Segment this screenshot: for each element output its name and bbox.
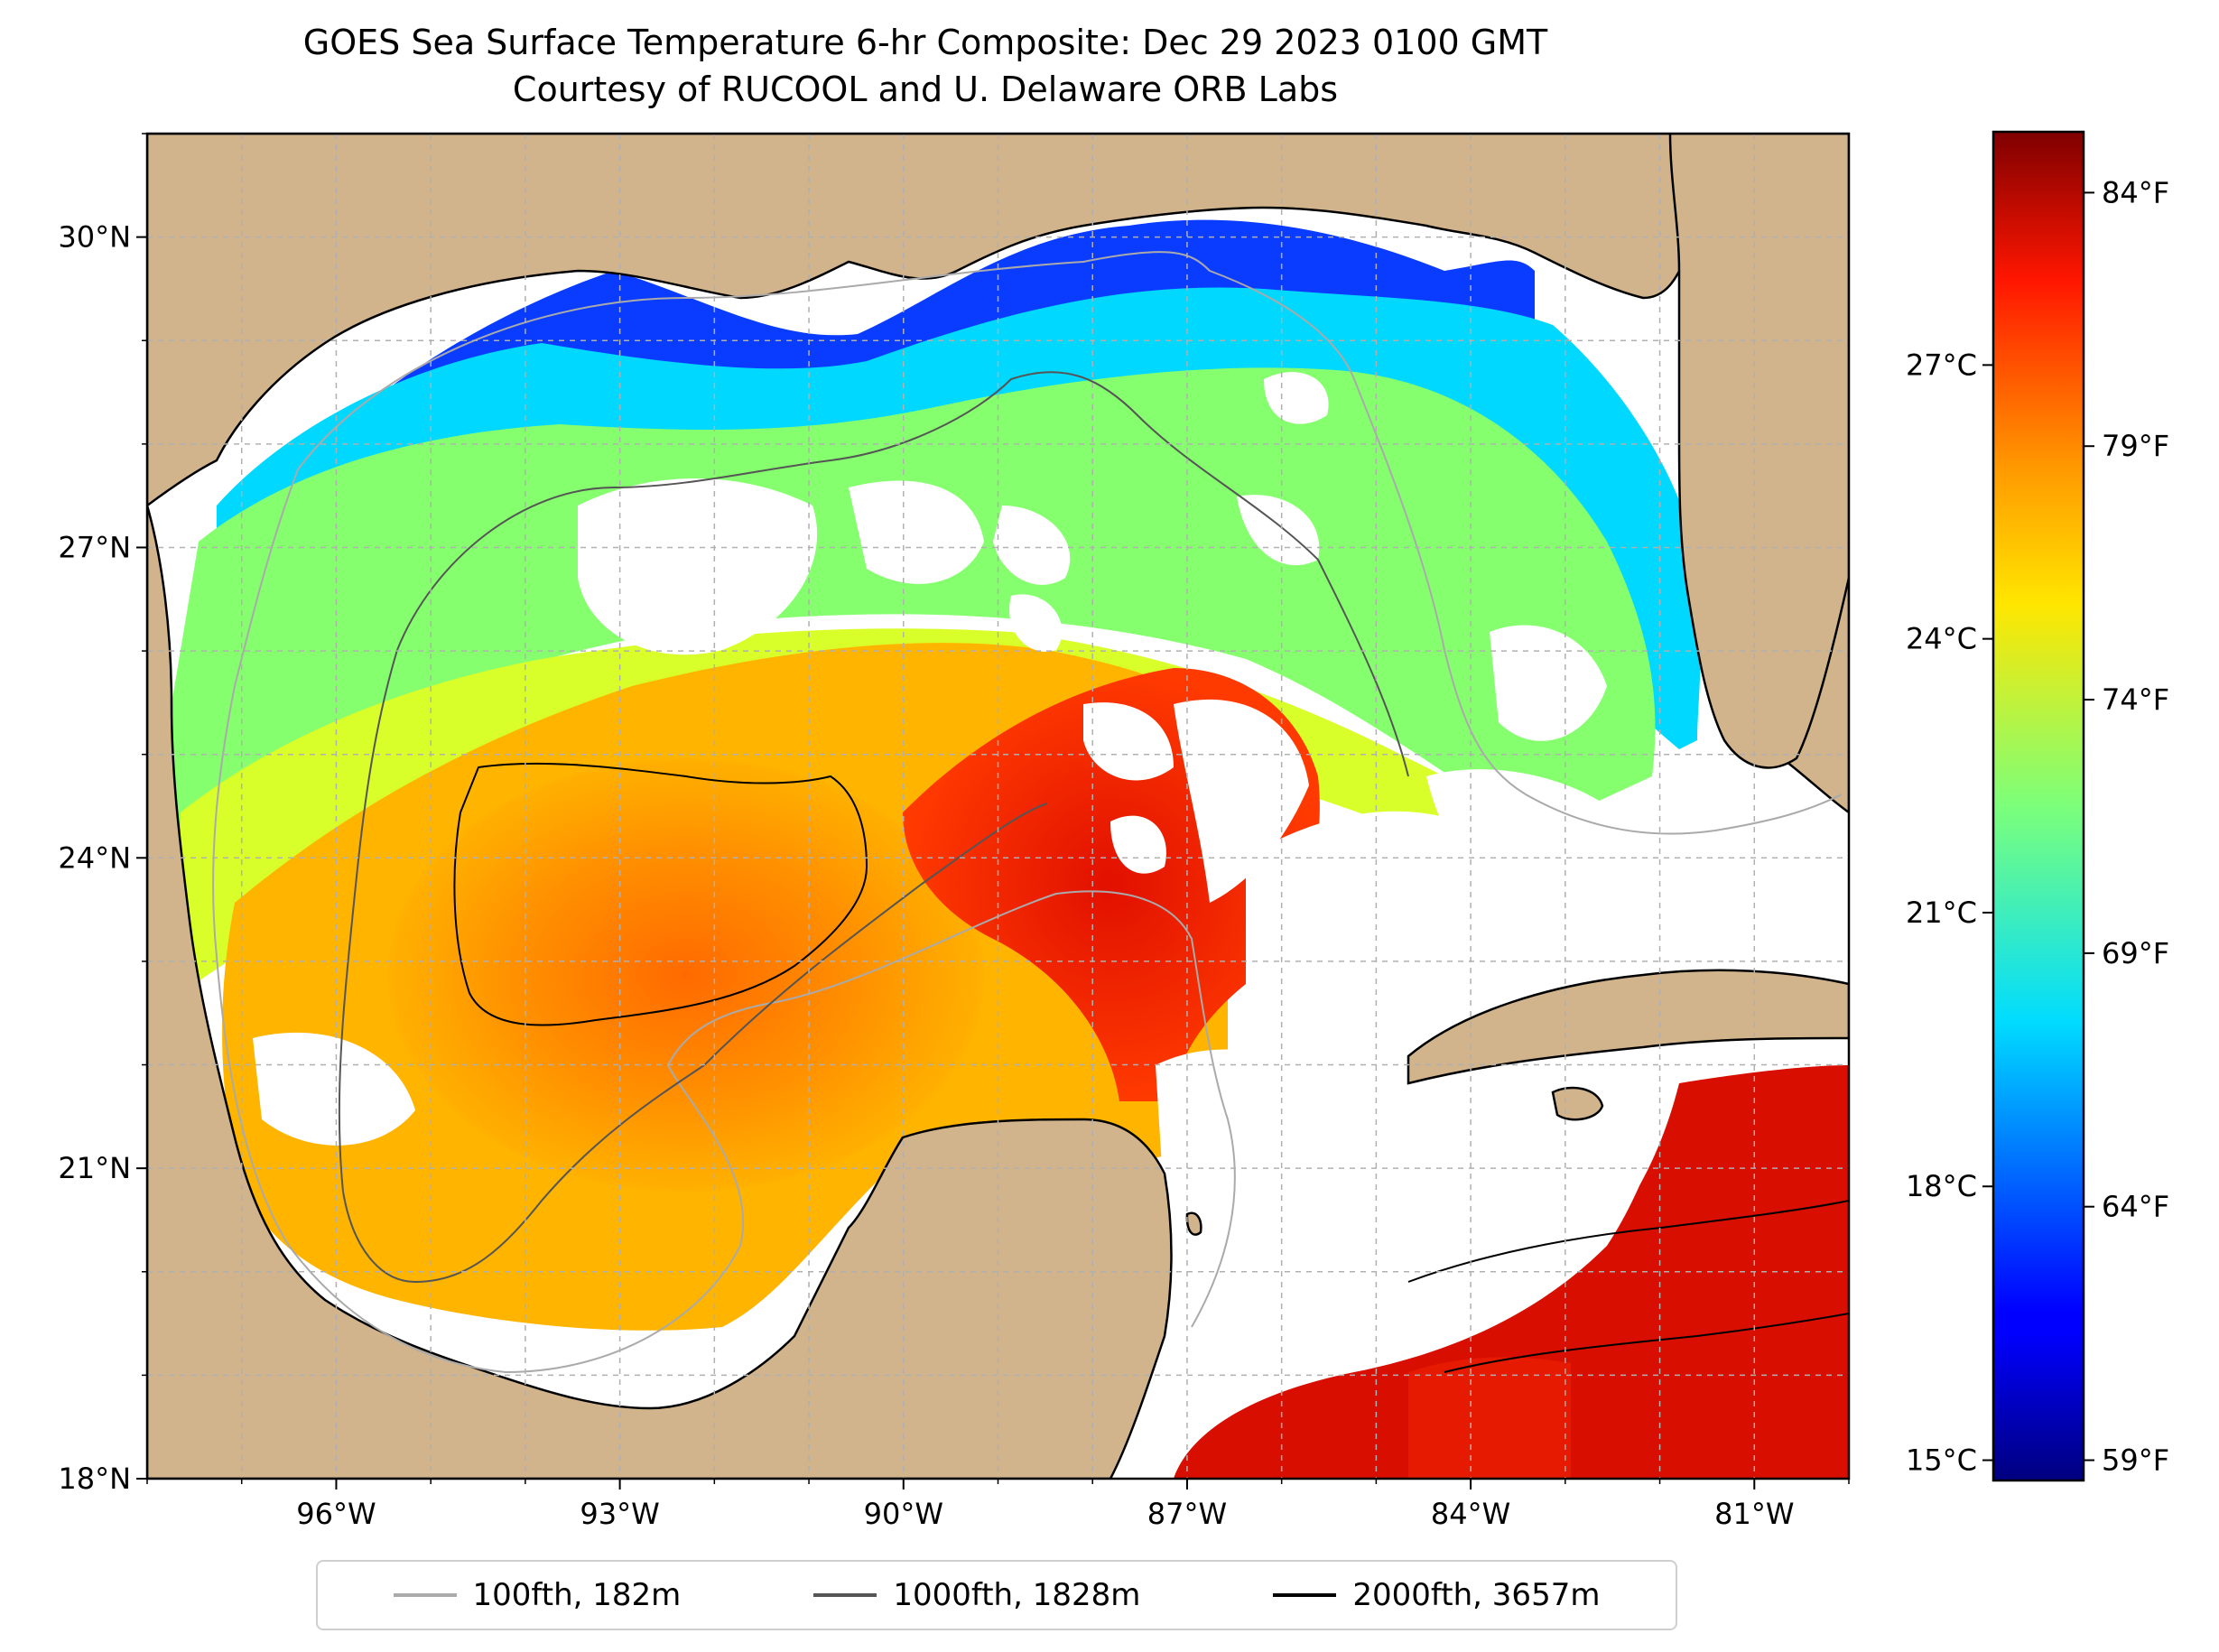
lon-tick-label: 90°W [864, 1497, 943, 1531]
legend-item-1000fth: 1000fth, 1828m [813, 1577, 1140, 1613]
fahrenheit-tick-label: 84°F [2102, 175, 2169, 209]
contour-100fth [297, 251, 1843, 835]
contour-2000fth [1407, 1200, 1849, 1283]
contour-1000fth [396, 371, 1409, 777]
legend-item-100fth: 100fth, 182m [393, 1577, 682, 1613]
celsius-tick-label: 27°C [1906, 348, 1977, 382]
land-cuba [1407, 969, 1849, 1085]
sst-caribbean-south [1408, 1357, 1571, 1479]
lat-tick-label: 18°N [58, 1462, 131, 1496]
fahrenheit-tick-label: 74°F [2102, 682, 2169, 717]
cloud-patch [253, 1032, 415, 1146]
legend-swatch-100fth [393, 1593, 457, 1597]
celsius-tick-label: 21°C [1906, 896, 1977, 930]
lat-tick-label: 21°N [58, 1151, 131, 1185]
celsius-tick-label: 24°C [1906, 622, 1977, 656]
land-masses [147, 134, 1849, 1479]
fahrenheit-tick-label: 59°F [2102, 1443, 2169, 1478]
cloud-patch [1174, 699, 1309, 903]
contour-100fth [212, 469, 1236, 1374]
legend-label-100fth: 100fth, 182m [472, 1577, 682, 1613]
lon-tick-label: 84°W [1431, 1497, 1510, 1531]
contour-1000fth [338, 649, 1048, 1284]
cloud-patch [1264, 372, 1329, 424]
cloud-patch [1110, 815, 1166, 874]
cloud-patch [1490, 625, 1607, 741]
cloud-patch [1156, 1049, 1343, 1320]
legend-label-1000fth: 1000fth, 1828m [893, 1577, 1141, 1613]
cloud-patch [1318, 1055, 1679, 1318]
celsius-tick-label: 15°C [1906, 1443, 1977, 1478]
land-florida [1668, 134, 1849, 769]
lon-tick-label: 96°W [296, 1497, 376, 1531]
cloud-patch [1083, 702, 1174, 781]
cloud-patch [1426, 769, 1619, 921]
bathymetry-contours [212, 251, 1849, 1374]
sst-orange-core [388, 758, 984, 1192]
lat-tick-label: 30°N [58, 220, 131, 255]
celsius-tick-label: 18°C [1906, 1169, 1977, 1203]
legend-swatch-1000fth [813, 1593, 877, 1597]
lon-tick-label: 93°W [580, 1497, 659, 1531]
bathymetry-legend: 100fth, 182m 1000fth, 1828m 2000fth, 365… [316, 1560, 1677, 1630]
colorbar-celsius-axis: 27°C 24°C 21°C 18°C 15°C [1906, 348, 1993, 1478]
lon-tick-label: 87°W [1147, 1497, 1227, 1531]
map-subtitle: Courtesy of RUCOOL and U. Delaware ORB L… [512, 70, 1339, 109]
cloud-patch [849, 480, 984, 584]
legend-label-2000fth: 2000fth, 3657m [1352, 1577, 1601, 1613]
legend-item-2000fth: 2000fth, 3657m [1273, 1577, 1600, 1613]
map-title: GOES Sea Surface Temperature 6-hr Compos… [302, 23, 1548, 62]
legend-swatch-2000fth [1273, 1593, 1337, 1597]
latitude-axis: 30°N 27°N 24°N 21°N 18°N [58, 133, 147, 1496]
land-cozumel [1185, 1211, 1202, 1236]
contour-2000fth [453, 762, 868, 1026]
fahrenheit-tick-label: 64°F [2102, 1190, 2169, 1224]
cloud-patch [578, 478, 818, 655]
map-area [147, 134, 1849, 1479]
cloud-patch [1009, 594, 1063, 652]
colorbar-fahrenheit-axis: 84°F 79°F 74°F 69°F 64°F 59°F [2084, 175, 2169, 1478]
colorbar [1992, 130, 2085, 1482]
contour-2000fth [1444, 1313, 1849, 1373]
fahrenheit-tick-label: 79°F [2102, 429, 2169, 463]
graticule [147, 134, 1849, 1479]
longitude-axis: 96°W 93°W 90°W 87°W 84°W 81°W [146, 1479, 1850, 1531]
sst-green-band [172, 367, 1656, 886]
lat-tick-label: 24°N [58, 840, 131, 875]
land-mexico [147, 505, 1173, 1479]
fahrenheit-tick-label: 69°F [2102, 936, 2169, 970]
lon-tick-label: 81°W [1714, 1497, 1794, 1531]
lat-tick-label: 27°N [58, 530, 131, 564]
cloud-patch [993, 506, 1071, 585]
